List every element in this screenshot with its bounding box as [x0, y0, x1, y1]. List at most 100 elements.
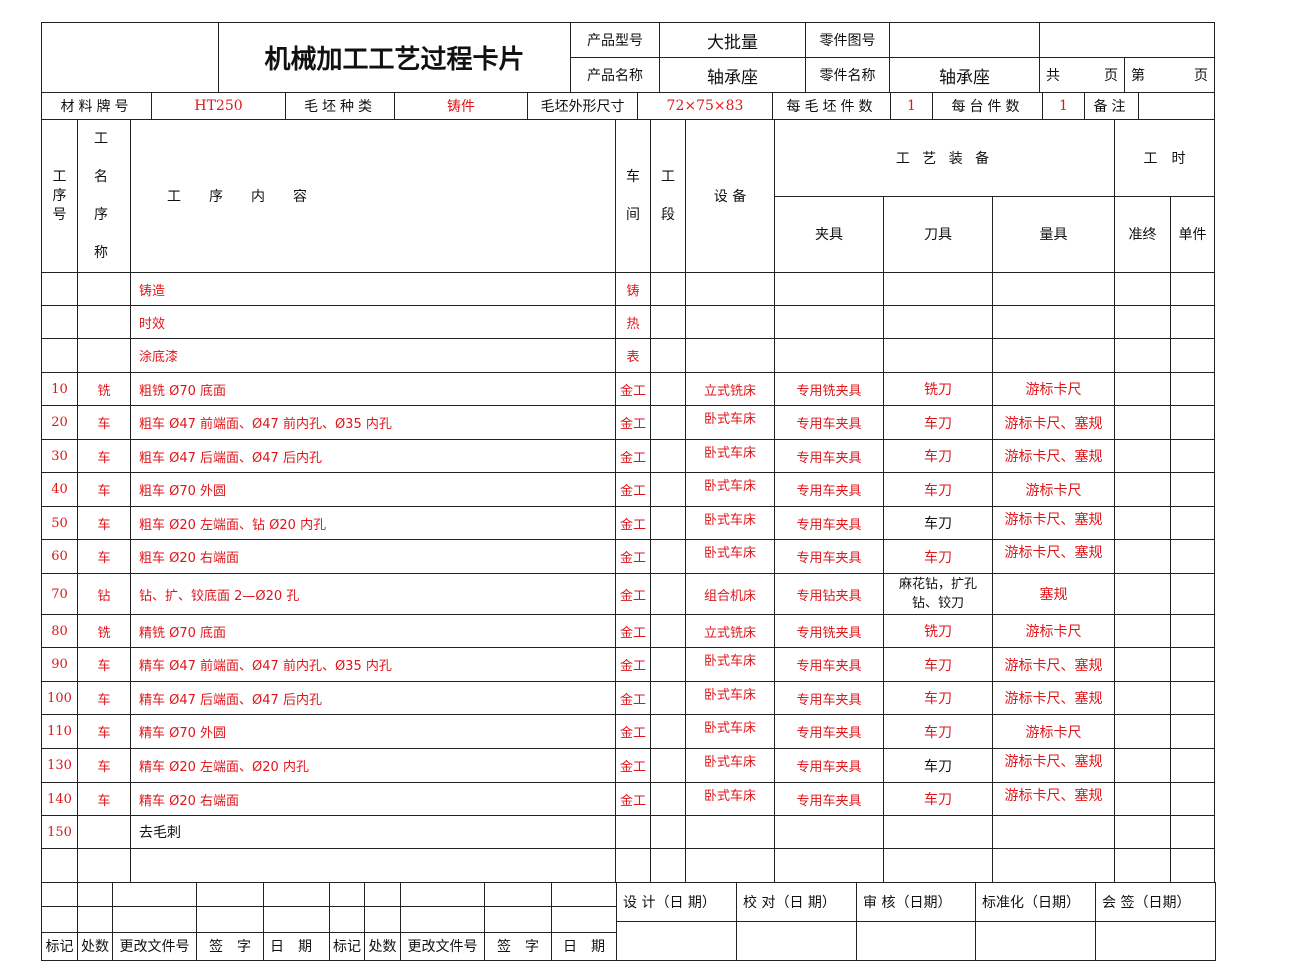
op-no-cell: 90	[41, 647, 78, 682]
op-unit-time-cell	[1170, 338, 1216, 373]
table-row: 150 去毛刺	[41, 815, 1216, 849]
op-cutter-cell: 车刀	[883, 647, 993, 682]
col-op-name: 工名序称	[77, 119, 131, 273]
op-prep-time-cell	[1114, 405, 1172, 440]
op-prep-time-cell	[1114, 338, 1172, 373]
op-content-cell: 精车 Ø47 后端面、Ø47 后内孔	[130, 681, 616, 715]
header-blank	[41, 22, 219, 93]
approval-table: 设 计（日 期） 校 对（日 期） 审 核（日期） 标准化（日期） 会 签（日期…	[616, 882, 1216, 961]
op-cutter-cell: 车刀	[883, 506, 993, 540]
table-row: 100 车精车 Ø47 后端面、Ø47 后内孔 金工 卧式车床 专用车夹具 车刀 游标卡尺、…	[41, 681, 1216, 715]
standard-label: 标准化（日期）	[975, 882, 1096, 922]
op-gauge-cell: 游标卡尺、塞规	[991, 782, 1116, 816]
op-equipment-cell: 卧式车床	[685, 472, 775, 507]
op-unit-time-cell	[1170, 681, 1216, 715]
op-fixture-cell: 专用车夹具	[774, 439, 884, 473]
table-row: 10 铣粗铣 Ø70 底面 金工 立式铣床 专用铣夹具 铣刀 游标卡尺	[41, 372, 1216, 406]
op-content-cell	[130, 848, 616, 883]
mark-label: 标记	[41, 931, 78, 961]
op-name-cell: 车	[77, 647, 131, 682]
design-label: 设 计（日 期）	[616, 882, 737, 922]
standard-value	[975, 921, 1096, 961]
current-page: 第 页	[1124, 57, 1215, 93]
op-name-cell: 车	[77, 681, 131, 715]
product-name-value: 轴承座	[659, 57, 806, 93]
col-tooling: 工 艺 装 备	[773, 119, 1116, 197]
op-section-cell	[650, 506, 686, 540]
op-section-cell	[650, 305, 686, 339]
op-shop-cell: 金工	[615, 647, 651, 682]
material-table: 材料牌号 HT250 毛坯种类 铸件 毛坯外形尺寸 72×75×83 每毛坯件数…	[41, 92, 1215, 120]
op-name-cell: 钻	[77, 573, 131, 615]
op-content-cell: 粗铣 Ø70 底面	[130, 372, 616, 406]
op-no-cell: 50	[41, 506, 78, 540]
blank-type-value: 铸件	[394, 92, 528, 120]
op-fixture-cell: 专用车夹具	[774, 647, 884, 682]
table-row: 140 车精车 Ø20 右端面 金工 卧式车床 专用车夹具 车刀 游标卡尺、塞规	[41, 782, 1216, 816]
op-equipment-cell	[685, 338, 775, 373]
op-content-cell: 去毛刺	[130, 815, 616, 849]
op-prep-time-cell	[1114, 848, 1172, 883]
table-row: 40 车粗车 Ø70 外圆 金工 卧式车床 专用车夹具 车刀 游标卡尺	[41, 472, 1216, 507]
op-name-cell	[77, 272, 131, 306]
op-cutter-cell: 车刀	[883, 782, 993, 816]
op-equipment-cell: 卧式车床	[685, 748, 775, 783]
op-fixture-cell: 专用车夹具	[774, 714, 884, 749]
op-content-cell: 精铣 Ø70 底面	[130, 614, 616, 648]
op-prep-time-cell	[1114, 647, 1172, 682]
op-cutter-cell	[883, 338, 993, 373]
op-no-cell	[41, 272, 78, 306]
op-cutter-cell	[883, 848, 993, 883]
op-cutter-cell: 车刀	[883, 539, 993, 574]
per-unit-value: 1	[1042, 92, 1085, 120]
op-content-cell: 涂底漆	[130, 338, 616, 373]
op-fixture-cell	[774, 272, 884, 306]
blank-type-label: 毛坯种类	[285, 92, 395, 120]
op-no-cell: 10	[41, 372, 78, 406]
op-equipment-cell: 立式铣床	[685, 372, 775, 406]
revision-table: 标记 处数 更改文件号 签 字 日 期 标记 处数 更改文件号 签 字 日 期	[41, 881, 617, 961]
footer: 标记 处数 更改文件号 签 字 日 期 标记 处数 更改文件号 签 字 日 期 …	[41, 881, 1216, 961]
table-row: 110 车精车 Ø70 外圆 金工 卧式车床 专用车夹具 车刀 游标卡尺	[41, 714, 1216, 749]
op-equipment-cell: 组合机床	[685, 573, 775, 615]
col-fixture: 夹具	[774, 195, 884, 273]
op-prep-time-cell	[1114, 539, 1172, 574]
op-content-cell: 粗车 Ø47 后端面、Ø47 后内孔	[130, 439, 616, 473]
col-prep-time: 准终	[1114, 195, 1172, 273]
op-name-cell	[77, 815, 131, 849]
op-no-cell: 150	[41, 815, 78, 849]
op-gauge-cell: 游标卡尺、塞规	[991, 506, 1116, 540]
op-section-cell	[650, 714, 686, 749]
part-drawing-label: 零件图号	[805, 22, 890, 58]
count-label-2: 处数	[364, 931, 401, 961]
per-unit-label: 每台件数	[932, 92, 1043, 120]
op-prep-time-cell	[1114, 506, 1172, 540]
op-section-cell	[650, 439, 686, 473]
op-equipment-cell	[685, 815, 775, 849]
op-section-cell	[650, 539, 686, 574]
op-shop-cell: 金工	[615, 405, 651, 440]
op-section-cell	[650, 815, 686, 849]
op-shop-cell: 金工	[615, 614, 651, 648]
op-cutter-cell: 车刀	[883, 748, 993, 783]
op-gauge-cell: 塞规	[991, 573, 1116, 615]
page-label: 页	[1104, 68, 1118, 84]
date-label: 日 期	[263, 931, 330, 961]
op-section-cell	[650, 405, 686, 440]
op-no-cell	[41, 848, 78, 883]
op-unit-time-cell	[1170, 506, 1216, 540]
table-row: 时效热	[41, 305, 1216, 339]
op-content-cell: 粗车 Ø47 前端面、Ø47 前内孔、Ø35 内孔	[130, 405, 616, 440]
total-label: 共	[1046, 68, 1060, 84]
operation-rows: 铸造铸时效热涂底漆表 10 铣粗铣 Ø70 底面 金工 立式铣床 专用铣夹具 铣刀 游标卡尺 2…	[41, 272, 1216, 883]
operations-table: 工序号 工名序称 工 序 内 容 车间 工段 设 备 工 艺 装 备 工 时 夹…	[41, 119, 1216, 883]
op-content-cell: 粗车 Ø20 左端面、钻 Ø20 内孔	[130, 506, 616, 540]
op-equipment-cell	[685, 848, 775, 883]
op-equipment-cell: 卧式车床	[685, 647, 775, 682]
op-name-cell	[77, 338, 131, 373]
change-doc-label-2: 更改文件号	[400, 931, 485, 961]
table-row: 60 车粗车 Ø20 右端面 金工 卧式车床 专用车夹具 车刀 游标卡尺、塞规	[41, 539, 1216, 574]
op-unit-time-cell	[1170, 815, 1216, 849]
op-no-cell: 40	[41, 472, 78, 507]
op-name-cell: 铣	[77, 372, 131, 406]
